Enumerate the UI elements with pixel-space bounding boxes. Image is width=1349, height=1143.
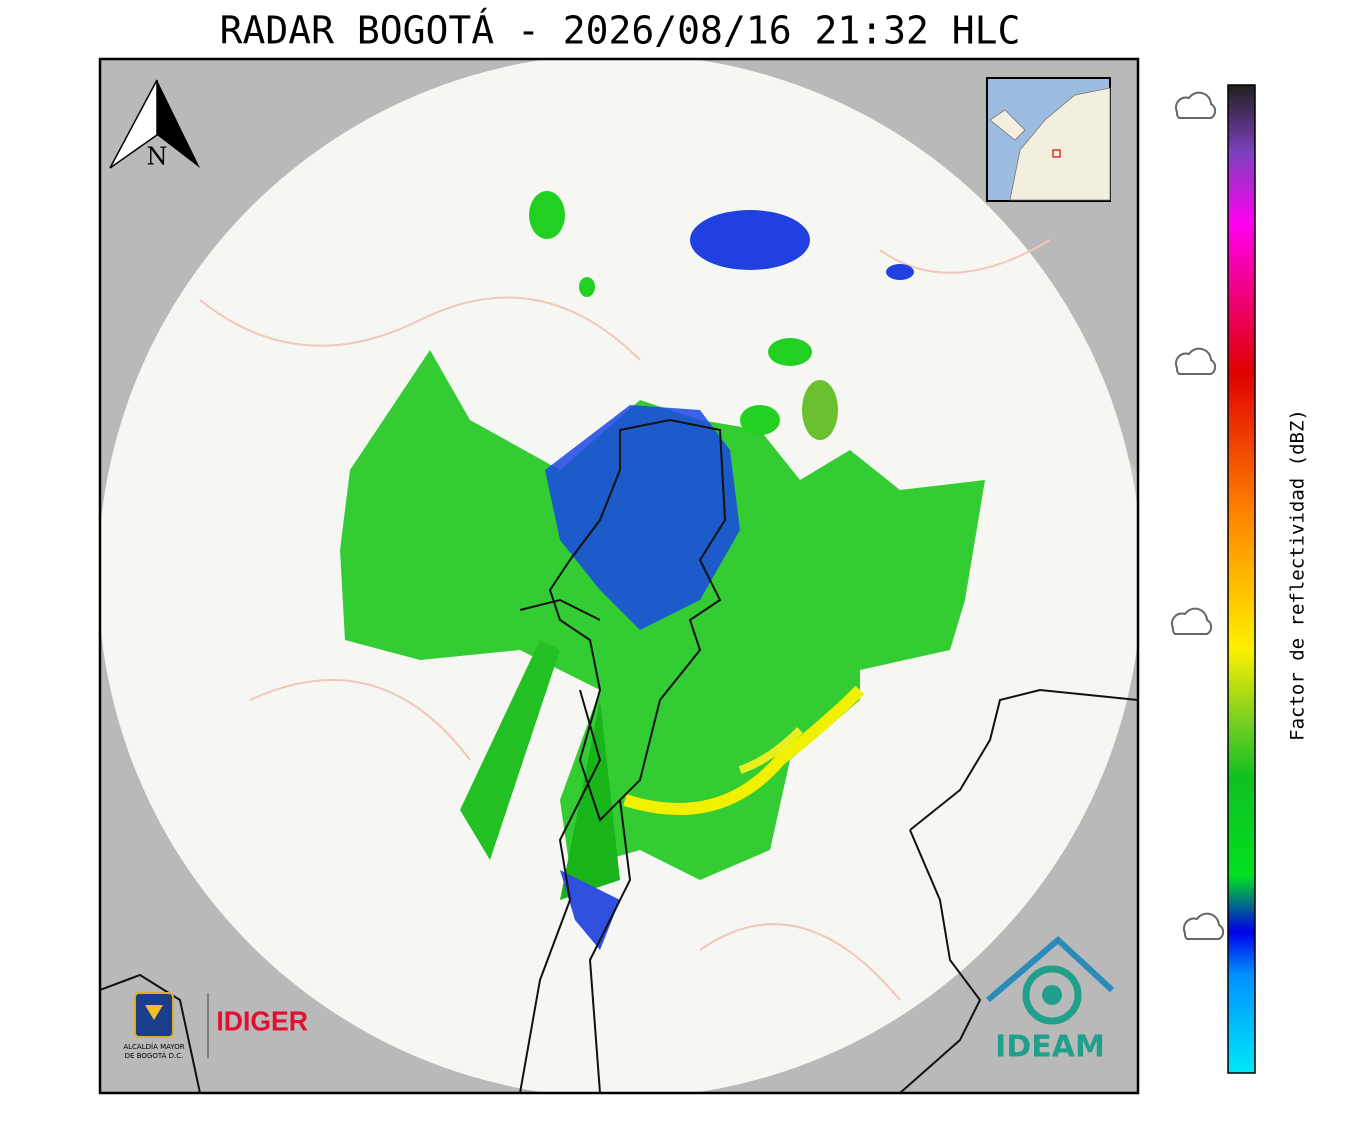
boundaries — [100, 598, 1138, 1093]
inset-map — [986, 77, 1111, 202]
north-arrow: N — [109, 79, 200, 171]
idiger-logo: IDIGER — [216, 1005, 308, 1037]
alcaldia-line: DE BOGOTÁ D.C. — [125, 1051, 184, 1060]
colorbar: Factor de reflectividad (dBZ) — [1170, 84, 1309, 1074]
ideam-logo: IDEAM — [995, 1030, 1105, 1065]
colorbar-gradient — [1227, 84, 1256, 1074]
colorbar-label: Factor de reflectividad (dBZ) — [1287, 409, 1309, 741]
north-label: N — [147, 143, 168, 171]
alcaldia-line: ALCALDÍA MAYOR — [123, 1042, 184, 1051]
roads — [199, 239, 1051, 1001]
radar-echo — [340, 191, 985, 950]
title: RADAR BOGOTÁ - 2026/08/16 21:32 HLC — [220, 9, 1021, 53]
map: N ALCALDÍA MAYOR DE BOGOTÁ D.C. IDIGER I… — [100, 59, 1138, 1093]
map-frame — [98, 57, 1140, 1095]
weather-icons — [1170, 91, 1225, 940]
logos: ALCALDÍA MAYOR DE BOGOTÁ D.C. IDIGER IDE… — [123, 935, 1115, 1065]
